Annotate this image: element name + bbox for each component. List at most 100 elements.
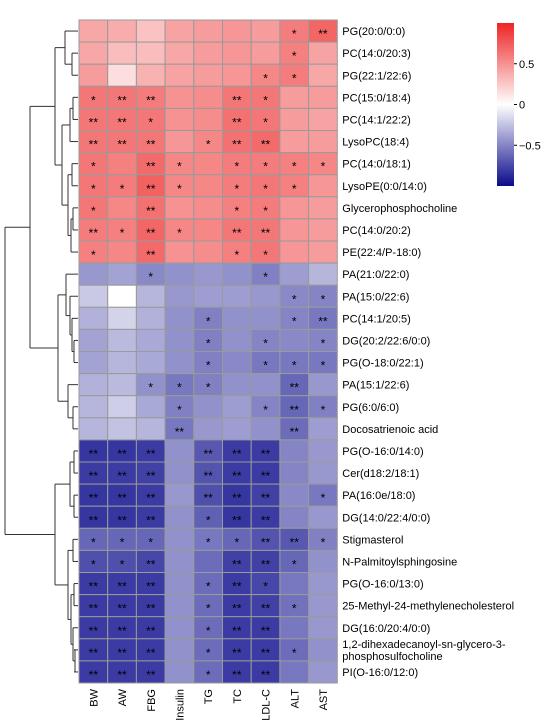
significance-marker: * bbox=[206, 602, 211, 616]
significance-marker: ** bbox=[146, 491, 156, 505]
significance-marker: * bbox=[177, 381, 182, 395]
significance-marker: ** bbox=[261, 226, 271, 240]
heatmap-cell bbox=[135, 306, 166, 330]
heatmap-cell bbox=[78, 395, 109, 419]
heatmap-cell bbox=[78, 19, 109, 43]
heatmap-cell bbox=[250, 41, 281, 65]
significance-marker: * bbox=[206, 513, 211, 527]
heatmap-cell bbox=[78, 284, 109, 308]
significance-marker: ** bbox=[117, 668, 127, 682]
significance-marker: ** bbox=[261, 646, 271, 660]
heatmap-cell bbox=[164, 240, 195, 264]
heatmap-cell bbox=[164, 41, 195, 65]
significance-marker: * bbox=[148, 115, 153, 129]
heatmap-cell bbox=[193, 218, 224, 242]
heatmap-cell bbox=[107, 284, 137, 308]
column-label: TC bbox=[232, 689, 244, 704]
row-label: PG(O-18:0/22:1) bbox=[342, 358, 423, 370]
significance-marker: ** bbox=[261, 138, 271, 152]
heatmap-cell bbox=[279, 262, 310, 286]
heatmap-cell bbox=[78, 306, 109, 330]
significance-marker: ** bbox=[89, 513, 99, 527]
significance-marker: ** bbox=[146, 204, 156, 218]
significance-marker: ** bbox=[261, 447, 271, 461]
significance-marker: ** bbox=[117, 469, 127, 483]
row-label: Stigmasterol bbox=[342, 534, 403, 546]
significance-marker: ** bbox=[318, 314, 328, 328]
heatmap-cell bbox=[279, 107, 310, 132]
significance-marker: ** bbox=[117, 602, 127, 616]
significance-marker: ** bbox=[117, 138, 127, 152]
significance-marker: * bbox=[206, 580, 211, 594]
column-label: TG bbox=[203, 689, 215, 704]
heatmap-cell bbox=[308, 218, 338, 242]
heatmap-cell bbox=[164, 439, 195, 463]
colorbar-tick-label: −0.5 bbox=[519, 140, 541, 152]
significance-marker: * bbox=[321, 403, 326, 417]
column-label: FBG bbox=[146, 689, 158, 712]
row-label: DG(14:0/22:4/0:0) bbox=[342, 512, 430, 524]
significance-marker: ** bbox=[117, 580, 127, 594]
significance-marker: ** bbox=[261, 624, 271, 638]
heatmap-cell bbox=[222, 351, 252, 375]
significance-marker: ** bbox=[318, 27, 328, 41]
significance-marker: * bbox=[263, 270, 268, 284]
column-label: BW bbox=[88, 688, 100, 706]
colorbar bbox=[497, 23, 514, 186]
heatmap-cell bbox=[164, 130, 195, 154]
heatmap-cell bbox=[250, 19, 281, 43]
colorbar-tick-label: 0.5 bbox=[519, 59, 534, 71]
row-label: N-Palmitoylsphingosine bbox=[342, 556, 457, 568]
significance-marker: * bbox=[292, 646, 297, 660]
heatmap-cell bbox=[308, 63, 338, 87]
heatmap-cell bbox=[164, 549, 195, 574]
heatmap-cell bbox=[193, 174, 224, 198]
heatmap-cell bbox=[222, 284, 252, 308]
heatmap-cell bbox=[164, 483, 195, 507]
column-labels: BW AW FBG Insulin TG TC LDL-C ALT AST bbox=[88, 688, 330, 720]
significance-marker: * bbox=[120, 557, 125, 571]
heatmap-cell bbox=[107, 196, 137, 220]
significance-marker: * bbox=[263, 248, 268, 262]
significance-marker: * bbox=[177, 160, 182, 174]
row-label: PG(O-16:0/14:0) bbox=[342, 446, 423, 458]
significance-marker: * bbox=[91, 535, 96, 549]
significance-marker: * bbox=[177, 403, 182, 417]
heatmap-cell bbox=[222, 306, 252, 330]
heatmap-cell bbox=[222, 63, 252, 87]
heatmap-cell bbox=[250, 306, 281, 330]
significance-marker: * bbox=[235, 160, 240, 174]
heatmap-cell bbox=[107, 41, 137, 65]
significance-marker: ** bbox=[117, 93, 127, 107]
heatmap-cell bbox=[279, 439, 310, 463]
heatmap-cell bbox=[107, 395, 137, 419]
significance-marker: * bbox=[321, 160, 326, 174]
significance-marker: * bbox=[321, 336, 326, 350]
significance-marker: * bbox=[292, 182, 297, 196]
significance-marker: * bbox=[263, 336, 268, 350]
significance-marker: * bbox=[292, 557, 297, 571]
heatmap-cell bbox=[164, 351, 195, 375]
heatmap-cell bbox=[308, 196, 338, 220]
significance-marker: * bbox=[148, 535, 153, 549]
significance-marker: * bbox=[206, 138, 211, 152]
significance-marker: ** bbox=[89, 624, 99, 638]
significance-marker: * bbox=[321, 292, 326, 306]
significance-marker: ** bbox=[175, 425, 185, 439]
heatmap-cell bbox=[222, 373, 252, 397]
significance-marker: ** bbox=[146, 624, 156, 638]
heatmap-cell bbox=[135, 41, 166, 65]
significance-marker: * bbox=[292, 359, 297, 373]
heatmap-cell bbox=[308, 505, 338, 529]
heatmap-cell bbox=[135, 63, 166, 87]
significance-marker: * bbox=[91, 160, 96, 174]
significance-marker: * bbox=[263, 580, 268, 594]
significance-marker: ** bbox=[232, 447, 242, 461]
heatmap-cell bbox=[279, 240, 310, 264]
significance-marker: ** bbox=[89, 602, 99, 616]
heatmap-cell bbox=[308, 373, 338, 397]
row-label: DG(20:2/22:6/0:0) bbox=[342, 335, 430, 347]
heatmap-cell bbox=[164, 594, 195, 618]
heatmap-cell bbox=[193, 19, 224, 43]
heatmap-cell bbox=[107, 417, 137, 441]
